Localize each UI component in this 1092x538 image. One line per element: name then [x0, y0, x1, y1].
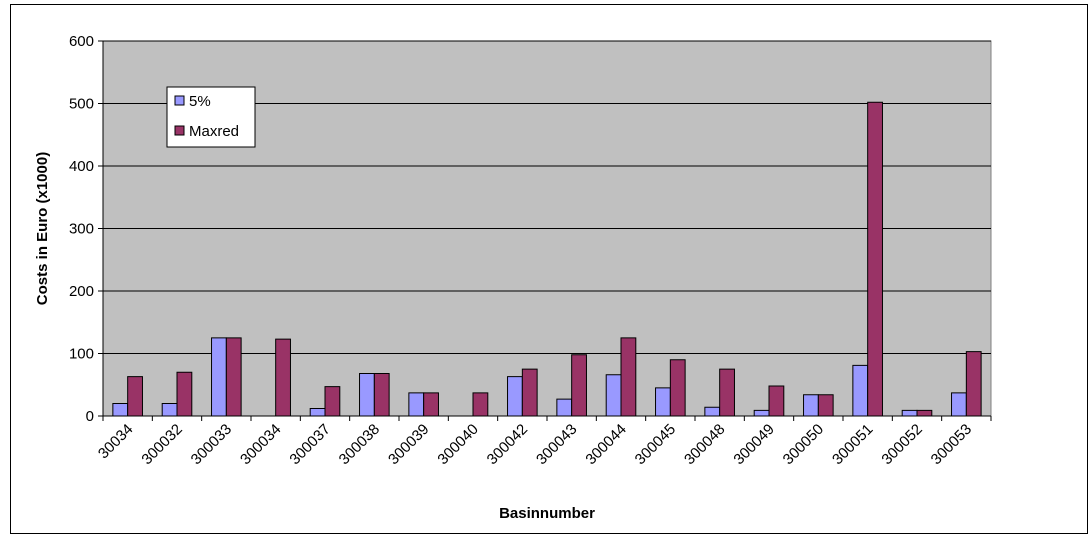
x-tick-label: 300053 — [928, 421, 975, 468]
x-tick-label: 300033 — [188, 421, 235, 468]
bar-5pct-300050 — [803, 394, 819, 417]
bar-5pct-300032 — [161, 403, 178, 417]
y-axis-title: Costs in Euro (x1000) — [34, 152, 51, 305]
bar-maxred-300033 — [225, 337, 242, 417]
x-tick-label: 300051 — [829, 421, 876, 468]
x-tick-label: 300040 — [434, 421, 481, 468]
bar-5pct-300039 — [408, 392, 425, 417]
bar-maxred-30034 — [127, 376, 143, 417]
x-tick-label: 300032 — [138, 421, 185, 468]
x-axis-title: Basinnumber — [499, 505, 595, 522]
bar-5pct-300045 — [655, 387, 671, 417]
bar-maxred-300039 — [423, 392, 439, 417]
bar-5pct-300048 — [704, 406, 721, 417]
bar-maxred-300045 — [669, 359, 686, 417]
bar-5pct-300051 — [852, 364, 869, 417]
bar-maxred-300044 — [620, 337, 637, 417]
x-tick-label: 300039 — [385, 421, 432, 468]
x-tick-label: 300049 — [730, 421, 777, 468]
legend-swatch-maxred — [174, 125, 185, 136]
bar-5pct-300042 — [507, 376, 523, 417]
x-tick-label: 300043 — [533, 421, 580, 468]
y-tick-label: 600 — [69, 33, 94, 50]
bar-maxred-300048 — [719, 368, 735, 417]
bar-5pct-30034 — [112, 403, 129, 417]
x-tick-label: 300034 — [237, 421, 284, 468]
bar-5pct-300037 — [309, 408, 326, 417]
bar-maxred-300042 — [521, 368, 538, 417]
bar-5pct-300038 — [359, 373, 375, 417]
y-tick-label: 200 — [69, 283, 94, 300]
bar-maxred-300040 — [472, 392, 489, 417]
bar-maxred-300053 — [965, 351, 982, 417]
legend-label-maxred: Maxred — [189, 123, 239, 140]
bars — [112, 101, 982, 417]
bar-maxred-300050 — [817, 394, 834, 417]
bar-maxred-300051 — [867, 101, 883, 417]
legend-label-5pct: 5% — [189, 93, 211, 110]
bar-5pct-300044 — [605, 374, 622, 417]
x-tick-label: 300042 — [484, 421, 531, 468]
x-tick-label: 300044 — [582, 421, 629, 468]
x-tick-label: 30034 — [95, 421, 137, 463]
bar-maxred-300049 — [768, 385, 785, 417]
bar-maxred-300043 — [571, 354, 587, 417]
y-tick-labels: 0 100 200 300 400 500 600 — [69, 33, 94, 425]
bar-maxred-300032 — [176, 371, 193, 417]
bar-maxred-300037 — [324, 386, 341, 417]
bar-5pct-300033 — [211, 337, 227, 417]
bar-maxred-300052 — [916, 409, 933, 417]
x-tick-labels: 30034 300032 300033 300034 300037 300038 30003… — [95, 421, 975, 468]
axes — [98, 40, 992, 421]
bar-maxred-300034 — [275, 338, 291, 417]
x-tick-label: 300037 — [286, 421, 333, 468]
x-tick-label: 300052 — [878, 421, 925, 468]
y-tick-label: 0 — [86, 408, 94, 425]
legend: 5% Maxred — [166, 86, 256, 148]
bar-5pct-300053 — [951, 392, 967, 417]
bar-maxred-300038 — [373, 373, 390, 417]
y-tick-label: 300 — [69, 221, 94, 238]
y-tick-label: 500 — [69, 96, 94, 113]
x-tick-label: 300045 — [632, 421, 679, 468]
x-tick-label: 300050 — [780, 421, 827, 468]
bar-5pct-300049 — [753, 409, 770, 417]
legend-box — [166, 86, 256, 148]
legend-swatch-5pct — [174, 95, 185, 106]
x-tick-label: 300038 — [336, 421, 383, 468]
y-tick-label: 100 — [69, 346, 94, 363]
bar-5pct-300052 — [901, 409, 918, 417]
bar-5pct-300043 — [556, 398, 573, 417]
x-tick-label: 300048 — [681, 421, 728, 468]
y-tick-label: 400 — [69, 158, 94, 175]
